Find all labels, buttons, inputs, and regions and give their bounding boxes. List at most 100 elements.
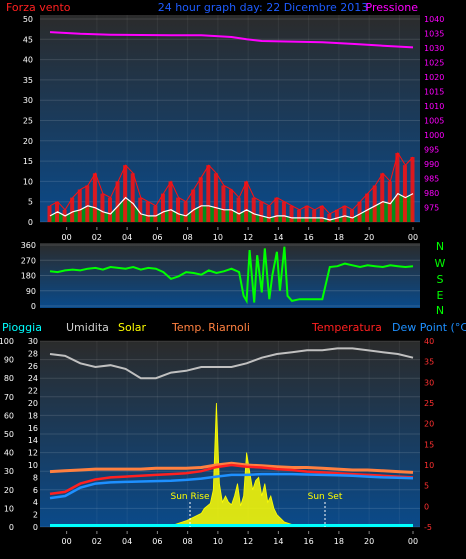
- wind-gust-bar: [108, 197, 112, 222]
- wind-gust-bar: [387, 181, 392, 222]
- wind-gust-bar: [410, 157, 415, 222]
- temp-ytick-label: -5: [424, 523, 432, 532]
- wind-gust-bar: [213, 173, 218, 222]
- tick-labels: 0510152025303540455097598098599099510001…: [0, 15, 444, 546]
- temp-xtick-label: 20: [364, 537, 374, 546]
- wind-gust-bar: [70, 197, 75, 222]
- compass-s: S: [437, 273, 444, 286]
- wind-gust-bar: [183, 201, 188, 222]
- panel-temperature: [40, 341, 420, 527]
- wind-gust-bar: [327, 213, 332, 222]
- temp-xtick-label: 12: [243, 537, 253, 546]
- panel-wind: [40, 15, 420, 222]
- humidity-ytick-label: 0: [9, 523, 14, 532]
- temp-xtick-label: 04: [122, 537, 132, 546]
- temp-series-group: [49, 347, 414, 527]
- solar-ytick-label: 18: [28, 411, 38, 420]
- solar-ytick-label: 10: [28, 461, 38, 470]
- wind-xtick-label: 16: [304, 233, 314, 242]
- wind-gust-bar: [77, 189, 82, 222]
- temperature-line: [49, 463, 414, 496]
- direction-ytick-label: 0: [31, 302, 36, 311]
- wind-gust-bar: [380, 173, 385, 222]
- wind-gust-bar: [350, 209, 354, 222]
- dew-point-line: [49, 472, 414, 500]
- pressure-ytick-label: 1025: [424, 59, 444, 68]
- solar-ytick-label: 28: [28, 349, 38, 358]
- pressure-ytick-label: 1010: [424, 102, 444, 111]
- wind-gust-bar: [312, 209, 317, 222]
- temp-ytick-label: 25: [424, 399, 434, 408]
- temp-ytick-label: 0: [424, 502, 429, 511]
- wind-gust-bar: [372, 185, 377, 222]
- temp-ytick-label: 5: [424, 482, 429, 491]
- pressure-ytick-label: 975: [424, 204, 439, 213]
- wind-xtick-label: 00: [408, 233, 418, 242]
- temp-xtick-label: 00: [408, 537, 418, 546]
- wind-ytick-label: 35: [23, 76, 33, 85]
- solar-ytick-label: 16: [28, 424, 38, 433]
- wind-xtick-label: 08: [183, 233, 193, 242]
- wind-gust-bar: [221, 185, 226, 222]
- humidity-ytick-label: 100: [0, 337, 14, 346]
- rain-band: [50, 524, 413, 527]
- temp-ytick-label: 20: [424, 420, 434, 429]
- humidity-line: [49, 347, 414, 380]
- wind-xtick-label: 20: [364, 233, 374, 242]
- pressure-line: [49, 31, 414, 49]
- wind-gust-bar: [259, 201, 264, 222]
- humidity-ytick-label: 80: [4, 374, 14, 383]
- wind-ytick-label: 50: [23, 15, 33, 24]
- wind-ytick-label: 15: [23, 157, 33, 166]
- wind-xtick-label: 06: [152, 233, 162, 242]
- wind-gust-bar: [92, 173, 97, 222]
- panel-direction: [40, 243, 420, 308]
- solar-ytick-label: 2: [33, 511, 38, 520]
- header-right-label: Pressione: [366, 1, 419, 14]
- wind-xtick-label: 04: [122, 233, 132, 242]
- wind-ytick-label: 10: [23, 177, 33, 186]
- wind-ytick-label: 0: [28, 218, 33, 227]
- solar-ytick-label: 30: [28, 337, 38, 346]
- temp-ytick-label: 35: [424, 358, 434, 367]
- solar-ytick-label: 20: [28, 399, 38, 408]
- pressure-ytick-label: 990: [424, 160, 439, 169]
- solar-ytick-label: 0: [33, 523, 38, 532]
- pressure-ytick-label: 1005: [424, 117, 444, 126]
- wind-series-group: [47, 31, 415, 222]
- label-temp-riarnoli: Temp. Riarnoli: [171, 321, 250, 334]
- compass-n-bottom: N: [436, 304, 444, 317]
- temp-xtick-label: 18: [334, 537, 344, 546]
- wind-gust-bar: [297, 209, 302, 222]
- solar-area: [50, 402, 413, 527]
- solar-ytick-label: 22: [28, 387, 38, 396]
- wind-xtick-label: 02: [92, 233, 102, 242]
- wind-gust-bar: [334, 209, 339, 222]
- wind-gust-bar: [319, 205, 324, 222]
- compass-labels: N W S E N: [435, 240, 446, 317]
- wind-average-line: [49, 192, 414, 221]
- pressure-ytick-label: 995: [424, 146, 439, 155]
- wind-gust-bar: [100, 193, 105, 222]
- temp-ytick-label: 15: [424, 440, 434, 449]
- wind-gust-bar: [206, 165, 211, 222]
- wind-gust-bar: [229, 189, 233, 222]
- solar-ytick-label: 4: [33, 498, 38, 507]
- pressure-ytick-label: 1030: [424, 44, 444, 53]
- wind-ytick-label: 5: [28, 198, 33, 207]
- wind-gust-bar: [176, 197, 181, 222]
- pressure-ytick-label: 1015: [424, 88, 444, 97]
- compass-w: W: [435, 257, 446, 270]
- wind-gust-bar: [123, 165, 128, 222]
- pressure-ytick-label: 1000: [424, 131, 444, 140]
- header-left-label: Forza vento: [6, 1, 71, 14]
- solar-ytick-label: 12: [28, 449, 38, 458]
- wind-gust-bar: [244, 181, 249, 222]
- humidity-ytick-label: 40: [4, 449, 14, 458]
- temp-xtick-label: 06: [152, 537, 162, 546]
- pressure-ytick-label: 1035: [424, 30, 444, 39]
- humidity-ytick-label: 90: [4, 356, 14, 365]
- solar-ytick-label: 26: [28, 362, 38, 371]
